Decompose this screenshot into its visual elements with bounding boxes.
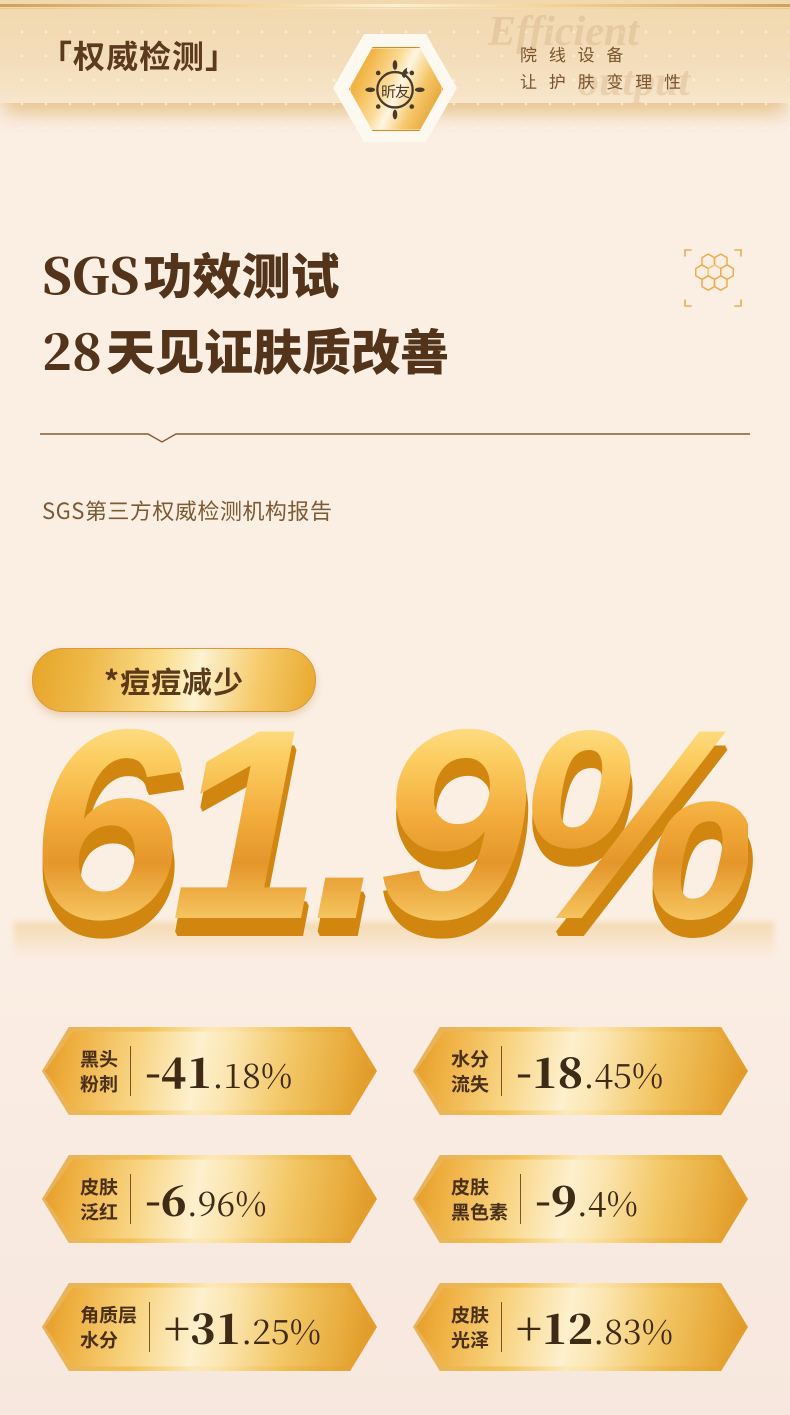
svg-text:昕友: 昕友 — [381, 81, 410, 102]
